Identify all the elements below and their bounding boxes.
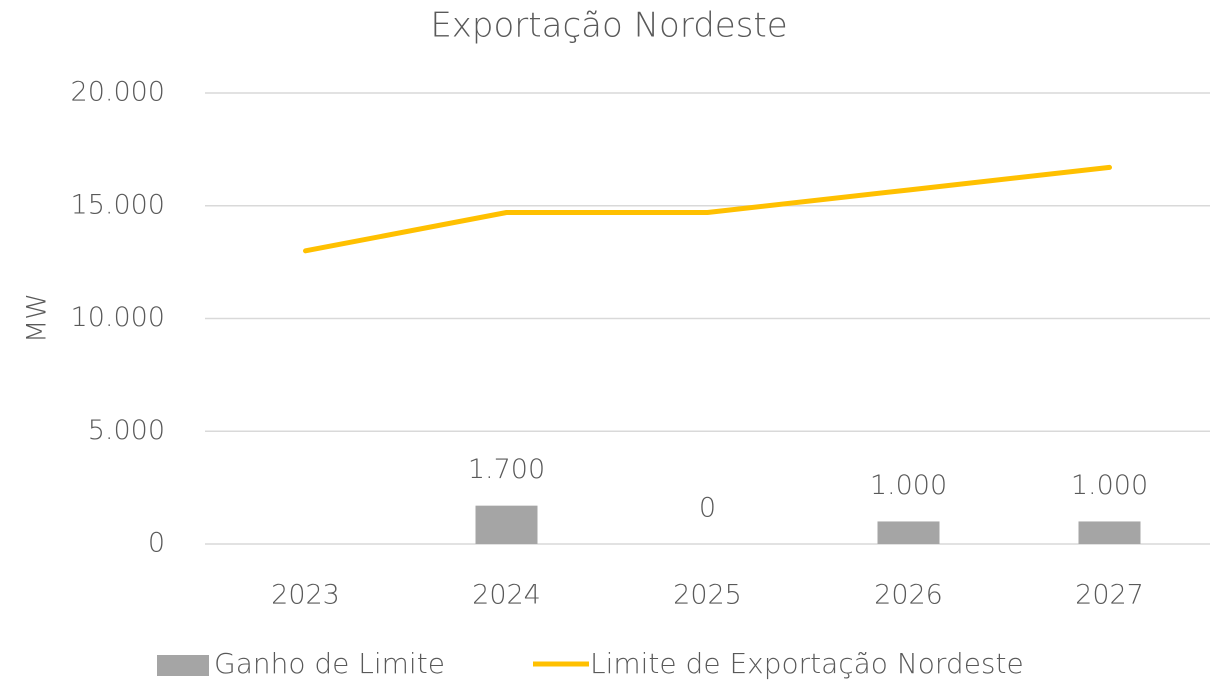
data-label: 1.700 (468, 454, 545, 485)
y-axis-label: MW (22, 293, 53, 343)
data-label: 0 (699, 493, 716, 524)
x-tick-label: 2023 (271, 580, 340, 611)
bar (1078, 521, 1141, 544)
y-tick-label: 5.000 (88, 415, 165, 446)
data-label: 1.000 (1071, 470, 1148, 501)
legend-label: Limite de Exportação Nordeste (590, 647, 1024, 680)
legend-label: Ganho de Limite (214, 647, 445, 680)
bar (475, 505, 538, 544)
x-tick-label: 2024 (472, 580, 541, 611)
y-tick-label: 0 (148, 528, 165, 559)
legend-swatch (157, 655, 209, 676)
chart-title: Exportação Nordeste (430, 6, 787, 46)
y-tick-label: 20.000 (71, 77, 165, 108)
y-tick-label: 10.000 (71, 302, 165, 333)
x-tick-label: 2025 (673, 580, 742, 611)
bar (877, 521, 940, 544)
x-tick-label: 2027 (1075, 580, 1144, 611)
data-label: 1.000 (870, 470, 947, 501)
x-tick-label: 2026 (874, 580, 943, 611)
y-tick-label: 15.000 (71, 189, 165, 220)
line (303, 164, 1112, 254)
